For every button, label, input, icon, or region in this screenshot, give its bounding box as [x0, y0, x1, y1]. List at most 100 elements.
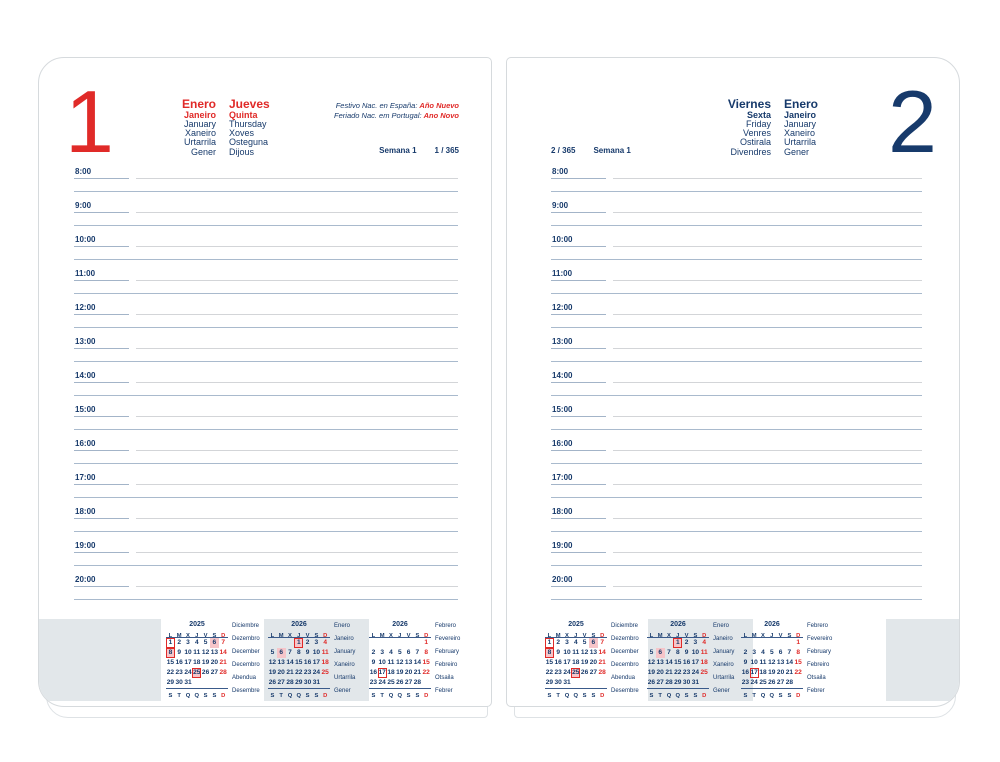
calendar-day: 7 [787, 649, 792, 656]
time-label-underline [551, 280, 606, 281]
time-label-underline [551, 586, 606, 587]
calendar-day: 15 [422, 659, 430, 666]
calendar-day: 21 [598, 659, 606, 666]
calendar-week-row: 262728293031 [268, 678, 376, 688]
month-name: Urtarrila [183, 137, 216, 148]
weekday-letter: M [751, 633, 757, 639]
time-label: 14:00 [552, 371, 573, 380]
weekday-letter: S [591, 633, 596, 639]
date-name-row: Sexta Janeiro [667, 110, 818, 120]
calendar-day [785, 638, 794, 648]
calendar-day: 5 [769, 649, 774, 656]
half-hour-line [74, 497, 458, 498]
calendar-day: 4 [194, 639, 199, 646]
weekday-letter: J [574, 633, 578, 639]
calendar-week-row: 12131415161718 [268, 658, 376, 668]
calendar-day: 26 [201, 669, 210, 676]
time-label-underline [74, 178, 129, 179]
calendar-day: 21 [219, 659, 227, 666]
calendar-day: 31 [691, 679, 700, 686]
calendar-day: 21 [413, 669, 422, 676]
hour-writing-line [136, 246, 458, 247]
calendar-day: 12 [201, 649, 210, 656]
calendar-day: 11 [321, 649, 329, 656]
calendar-year: 2026 [392, 621, 408, 628]
calendar-year: 2025 [189, 621, 205, 628]
calendar-day: 30 [175, 679, 183, 686]
calendar-day: 16 [303, 659, 312, 666]
calendar-day: 15 [794, 659, 802, 666]
calendar-day [192, 678, 201, 688]
calendar-day: 13 [776, 659, 785, 666]
half-hour-line [551, 293, 922, 294]
calendar-day: 17 [691, 659, 700, 666]
calendar-day [210, 678, 219, 688]
calendar-day: 15 [674, 659, 682, 666]
calendar-day [422, 678, 431, 688]
weekday-letter: T [177, 693, 181, 699]
calendar-day: 21 [286, 669, 294, 676]
calendar-day: 2 [556, 639, 561, 646]
weekday-letter: J [770, 633, 774, 639]
calendar-month-name: Janeiro [713, 635, 733, 642]
half-hour-line [551, 429, 922, 430]
calendar-month-name: Abendua [232, 674, 257, 681]
calendar-day: 10 [184, 649, 192, 656]
calendar-day: 2 [371, 649, 376, 656]
calendar-month-name: Febreiro [807, 661, 830, 668]
bottom-band-block [886, 619, 959, 701]
weekday-letter: S [203, 693, 208, 699]
calendar-day: 3 [314, 639, 319, 646]
calendar-month-name: Fevereiro [807, 635, 833, 642]
calendar-day: 4 [389, 649, 393, 656]
calendar-year: 2025 [568, 621, 584, 628]
day-name: Venres [742, 128, 771, 139]
holiday-note-name: Ano Novo [423, 111, 459, 120]
weekday-letter: T [556, 693, 560, 699]
calendar-month-name: Febrer [435, 687, 453, 694]
holiday-note-prefix: Feriado Nac. em Portugal: [334, 111, 422, 120]
month-name: Gener [190, 146, 216, 157]
calendar-day: 9 [556, 649, 561, 656]
calendar-day: 24 [563, 669, 571, 676]
calendar-day [413, 638, 422, 648]
time-label: 9:00 [552, 201, 569, 210]
weekday-letter: S [305, 693, 310, 699]
date-name-row: January Thursday [149, 118, 270, 129]
calendar-day: 4 [323, 639, 328, 646]
hour-writing-line [136, 314, 458, 315]
calendar-day: 5 [270, 649, 275, 656]
calendar-day: 12 [768, 659, 776, 666]
calendar-day: 6 [588, 638, 598, 648]
half-hour-line [551, 497, 922, 498]
calendar-day: 1 [166, 638, 175, 648]
calendar-day: 11 [193, 649, 201, 656]
calendar-day: 31 [563, 679, 571, 686]
calendar-month-names: Diciembre Dezembro December Decembro Abendua… [232, 620, 260, 697]
calendar-day: 5 [203, 639, 208, 646]
hour-writing-line [613, 450, 922, 451]
calendar-day: 8 [675, 649, 680, 656]
weekday-letter: V [684, 633, 689, 639]
month-name: January [183, 118, 216, 129]
day-name: Jueves [229, 97, 270, 111]
half-hour-line [74, 259, 458, 260]
calendar-year: 2026 [764, 621, 780, 628]
time-label: 11:00 [552, 269, 573, 278]
calendar-rule [166, 688, 228, 689]
calendar-day: 19 [201, 659, 210, 666]
date-name-row: Friday January [667, 119, 818, 129]
calendar-day: 17 [312, 659, 321, 666]
weekday-letter: X [389, 633, 393, 639]
calendar-day: 10 [691, 649, 700, 656]
weekday-letter: T [752, 693, 756, 699]
calendar-month-name: Otsaila [435, 674, 454, 681]
bottom-band-block [648, 619, 753, 701]
calendar-day [647, 638, 656, 648]
week-number-label: Semana 1 [379, 146, 417, 155]
calendar-day: 14 [219, 649, 227, 656]
